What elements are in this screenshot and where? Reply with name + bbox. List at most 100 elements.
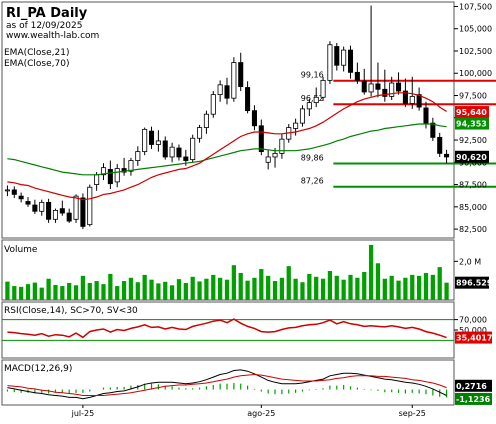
volume-axis: 2,0 M 896.529 [454,257,493,289]
chart-title: RI_PA Daily [6,6,88,21]
candle-body [437,136,443,154]
volume-bar [396,280,401,300]
candle-body [217,84,223,96]
rsi-tag-label: 35,4017 [456,334,492,343]
volume-bar [286,266,291,300]
candle-body [197,127,203,139]
macd-signal-line [7,373,447,396]
candle-body [327,44,333,81]
candle-body [402,90,408,104]
volume-bar [39,287,44,300]
macd-tag-box [455,379,492,392]
volume-bar [307,273,312,300]
price-tick-label: 85,000 [459,203,487,212]
volume-bar [87,282,92,300]
volume-bar [19,286,24,300]
candle-body [272,152,278,158]
rsi-tick-label: 50,000 [459,326,487,335]
candle-body [128,160,134,172]
volume-bar [389,275,394,300]
price-tag-label: 95,640 [456,108,487,117]
price-axis: 82,50085,00087,50090,00092,50095,00097,5… [459,2,492,234]
volume-bar [437,267,442,300]
candle-body [114,168,120,183]
volume-bar [293,278,298,300]
volume-bar [128,277,134,300]
ema70-line [7,123,447,176]
volume-bar [46,278,51,300]
volume-bar [231,265,236,300]
volume-bar [430,274,435,300]
date-axis: jul-25 ago-25 sep-25 [71,405,426,418]
candle-body [73,195,79,220]
volume-bar [67,282,72,300]
price-tag-box [455,150,489,163]
volume-bar [121,281,127,300]
volume-tick-label: 2,0 M [459,257,481,266]
volume-bar [32,282,38,300]
level-label: 99,16 [301,71,324,80]
candle-body [176,147,182,158]
candle-body [430,122,436,138]
candle-body [313,96,319,104]
rsi-label: RSI(Close,14), SC>70, SV<30 [4,306,138,316]
candle-body [238,62,244,88]
candle-body [59,208,65,214]
candle-body [94,174,100,185]
rsi-panel-frame [1,301,455,359]
volume-bar [444,282,449,300]
volume-bar [156,283,161,300]
volume-bar [375,263,381,300]
volume-bar [73,285,79,300]
candle-body [142,128,148,153]
volume-bar [266,275,271,300]
price-tick-label: 100,000 [459,69,492,78]
volume-bar [368,244,374,300]
candle-body [389,82,395,97]
candle-body [25,201,31,205]
price-tag-label: 90,620 [456,153,487,162]
candle-body [80,197,86,227]
volume-bar [25,284,31,300]
macd-label: MACD(12,26,9) [4,364,72,374]
candle-body [361,80,367,93]
volume-bar [341,279,346,300]
candle-body [203,113,209,128]
candle-body [18,195,24,200]
price-tag-label: 94,353 [456,120,487,129]
candle-body [224,85,230,99]
volume-bar [218,277,223,300]
candle-body [169,146,175,158]
volume-bar [334,275,339,300]
candle-body [423,107,429,124]
volume-label: Volume [4,245,38,255]
candle-body [52,209,58,220]
price-tick-label: 102,500 [459,47,492,56]
date-tick-label: ago-25 [247,409,275,418]
price-tag-box [455,117,489,130]
macd-tag-box [455,392,492,405]
volume-bar [115,286,120,300]
candle-body [32,204,38,212]
price-tick-label: 87,500 [459,181,487,190]
candle-body [4,189,10,192]
watermark-text: www.wealth-lab.com [6,31,99,41]
candle-body [135,151,141,161]
macd-tag-label: 0,2716 [456,382,487,391]
volume-bar [410,274,415,300]
ema70-label: EMA(Close,70) [4,59,69,69]
volume-bars [5,244,449,300]
candle-body [46,201,52,220]
volume-bar [423,272,429,300]
candle-body [320,79,326,98]
volume-bar [327,271,333,300]
volume-bar [101,284,106,300]
volume-bar [108,273,113,300]
volume-bar [300,282,305,300]
candle-body [107,169,113,185]
rsi-tick-label: 70,000 [459,316,487,325]
volume-bar [94,281,99,300]
candle-body [347,49,354,73]
